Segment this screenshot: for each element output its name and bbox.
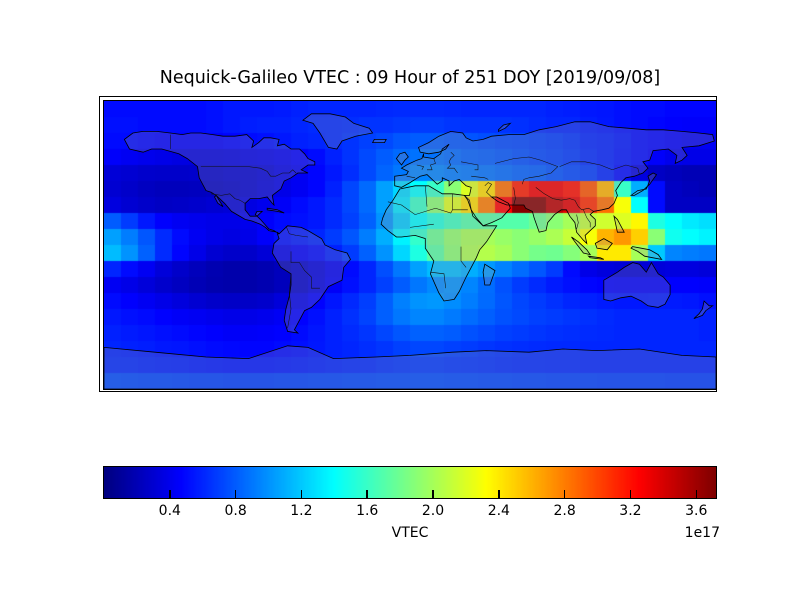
country-border-line bbox=[200, 166, 297, 177]
country-border-line bbox=[425, 185, 428, 207]
colorbar-tick-label: 2.0 bbox=[421, 503, 445, 519]
country-border-line bbox=[446, 151, 458, 174]
continent-landmass bbox=[104, 345, 716, 389]
colorbar-tick-label: 3.6 bbox=[685, 503, 708, 519]
colorbar-offset-text: 1e17 bbox=[684, 525, 720, 541]
continent-landmass bbox=[629, 172, 658, 196]
country-border-line bbox=[535, 187, 575, 201]
continent-landmass bbox=[571, 236, 592, 256]
country-border-line bbox=[460, 246, 467, 268]
continent-landmass bbox=[482, 263, 496, 286]
country-border-line bbox=[430, 271, 446, 289]
colorbar-gradient-canvas bbox=[104, 467, 716, 498]
country-border-line bbox=[287, 273, 292, 329]
country-border-line bbox=[211, 193, 246, 204]
country-border-line bbox=[290, 251, 320, 289]
continent-landmass bbox=[613, 215, 625, 233]
country-border-line bbox=[285, 225, 309, 238]
continent-landmass bbox=[594, 238, 613, 251]
country-border-line bbox=[387, 201, 436, 215]
country-border-line bbox=[406, 175, 416, 179]
continent-landmass bbox=[123, 131, 316, 235]
continent-landmass bbox=[603, 261, 671, 308]
colorbar-tick bbox=[563, 490, 566, 498]
country-border-line bbox=[471, 175, 489, 180]
colorbar-tick-label: 1.2 bbox=[290, 503, 313, 519]
continent-landmass bbox=[394, 121, 715, 245]
colorbar-tick-labels: 0.4 0.8 1.2 1.6 2.0 2.4 2.8 3.2 3.6 bbox=[104, 503, 716, 521]
continent-landmass bbox=[395, 151, 409, 166]
country-border-line bbox=[460, 161, 479, 171]
continent-landmass bbox=[693, 300, 714, 319]
colorbar-tick bbox=[695, 490, 697, 498]
country-border-line bbox=[612, 164, 640, 175]
map-plot-area bbox=[103, 100, 717, 390]
colorbar-tick bbox=[234, 490, 237, 498]
colorbar-tick-label: 3.2 bbox=[619, 503, 642, 519]
colorbar-tick bbox=[300, 490, 303, 498]
country-border-line bbox=[416, 164, 425, 170]
colorbar-tick-label: 0.4 bbox=[158, 503, 181, 519]
colorbar-axis-label: VTEC bbox=[391, 525, 429, 541]
country-border-line bbox=[484, 182, 492, 198]
colorbar-tick-label: 2.8 bbox=[553, 503, 576, 519]
colorbar-tick-label: 1.6 bbox=[356, 503, 379, 519]
continent-landmass bbox=[302, 113, 374, 150]
continent-landmass bbox=[266, 207, 285, 214]
colorbar-tick-label: 2.4 bbox=[487, 503, 510, 519]
world-coastlines-overlay bbox=[104, 113, 716, 389]
continent-landmass bbox=[214, 194, 224, 207]
continent-landmass bbox=[371, 139, 387, 143]
continent-landmass bbox=[498, 122, 512, 133]
plot-title: Nequick-Galileo VTEC : 09 Hour of 251 DO… bbox=[159, 68, 661, 88]
country-border-line bbox=[409, 223, 434, 228]
colorbar-tick bbox=[498, 490, 500, 498]
country-border-line bbox=[576, 214, 579, 230]
colorbar-tick bbox=[366, 490, 368, 498]
country-border-line bbox=[435, 207, 468, 214]
country-border-line bbox=[583, 209, 591, 228]
colorbar-tick-label: 0.8 bbox=[224, 503, 247, 519]
colorbar-tick bbox=[169, 490, 171, 498]
continent-landmass bbox=[630, 246, 663, 260]
colorbar-tick bbox=[432, 490, 434, 498]
vtec-heatmap-canvas bbox=[104, 101, 716, 389]
country-border-line bbox=[574, 200, 594, 212]
colorbar-tick bbox=[629, 490, 632, 498]
country-border-line bbox=[521, 166, 559, 185]
continent-landmass bbox=[380, 185, 498, 302]
country-border-line bbox=[513, 187, 516, 206]
colorbar bbox=[103, 466, 717, 499]
country-border-line bbox=[427, 158, 436, 171]
country-border-line bbox=[494, 156, 558, 167]
continent-landmass bbox=[587, 255, 604, 260]
country-border-line bbox=[559, 161, 613, 171]
